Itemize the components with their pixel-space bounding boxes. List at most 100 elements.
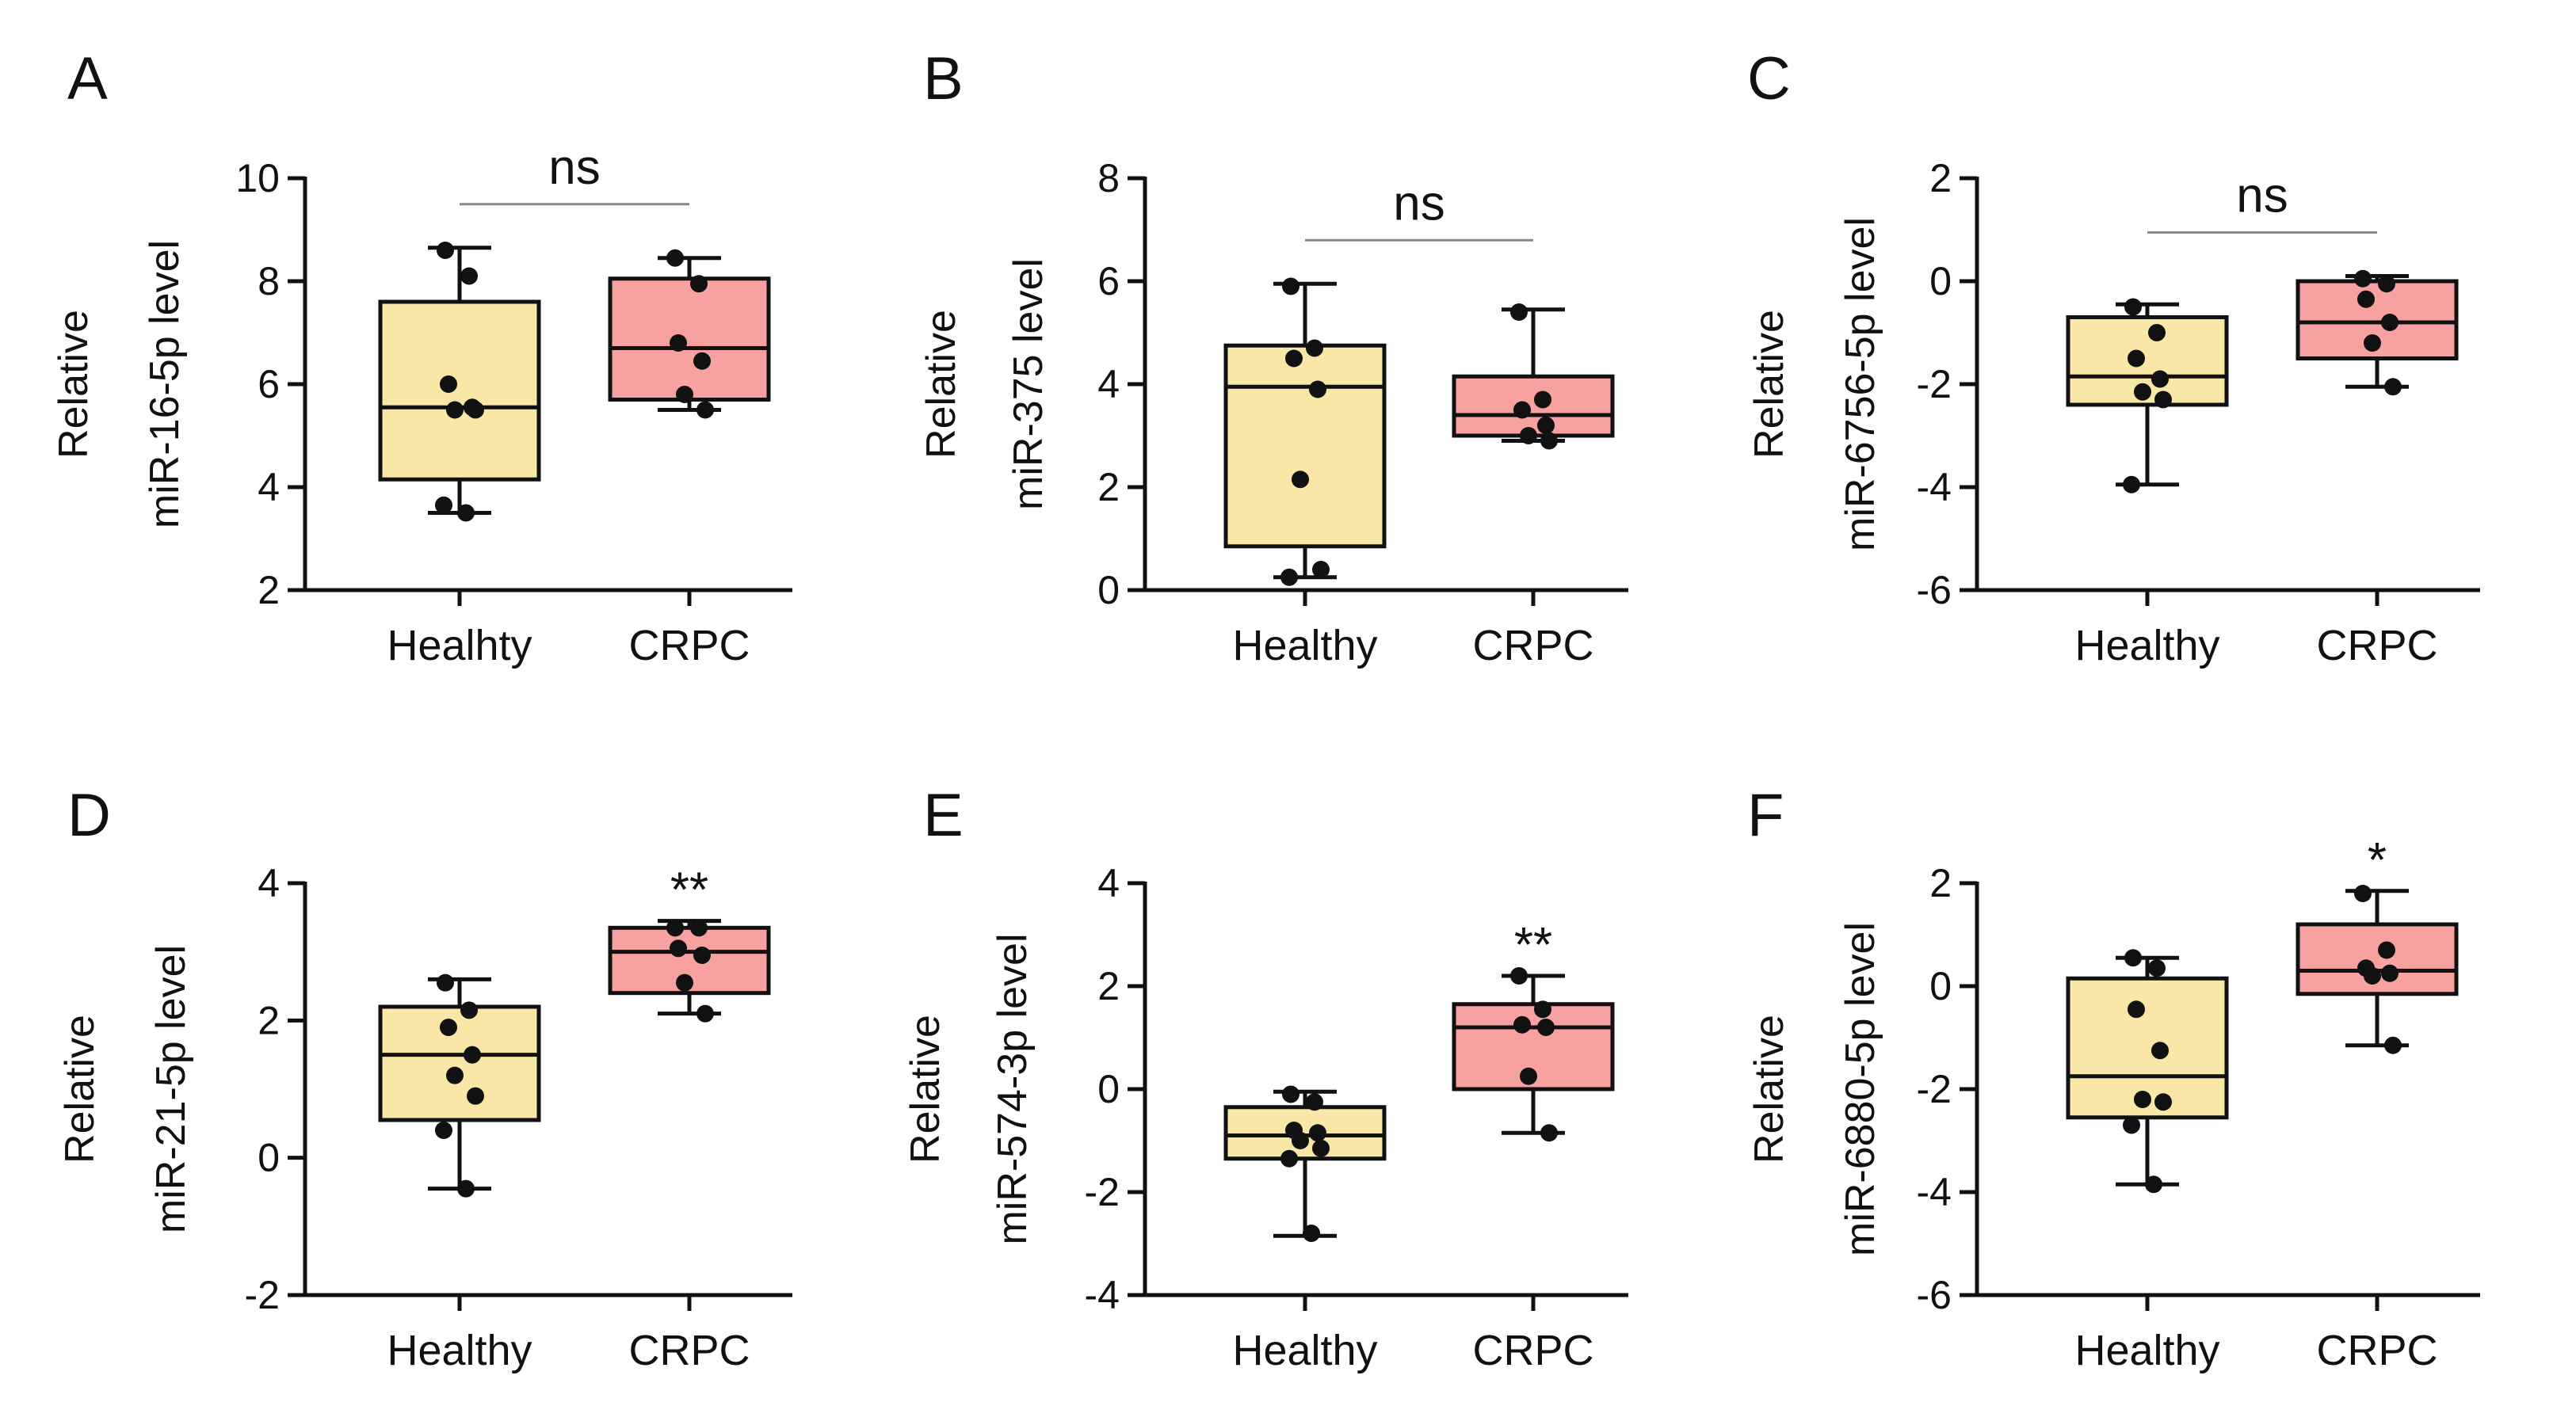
box-healthy [1223, 1085, 1387, 1242]
box-iqr [1452, 1002, 1615, 1092]
x-tick-label: CRPC [1472, 1327, 1593, 1374]
data-point [1520, 1067, 1537, 1085]
y-tick-label: 4 [258, 465, 280, 509]
y-axis-label: Relative [918, 310, 964, 459]
data-point [1306, 339, 1323, 357]
y-tick-label: -6 [1917, 1273, 1952, 1317]
data-point [457, 504, 475, 522]
box-iqr [1223, 343, 1387, 549]
x-tick-label: Healthy [387, 1327, 532, 1374]
data-point [435, 496, 452, 514]
x-tick-label: Healhty [387, 622, 532, 669]
panel-letter: B [923, 45, 964, 112]
data-point [1292, 471, 1309, 489]
y-axis-label: miR-375 level [1006, 258, 1051, 510]
y-axis-label: miR-16-5p level [142, 240, 188, 528]
data-point [2134, 383, 2151, 401]
data-point [696, 401, 714, 419]
data-point [467, 401, 484, 419]
y-tick-label: 0 [1097, 568, 1120, 612]
data-point [696, 1004, 714, 1023]
y-tick-label: -2 [245, 1273, 280, 1317]
data-point [1292, 1132, 1309, 1149]
data-point [1513, 1015, 1531, 1034]
box-iqr [378, 299, 541, 482]
data-point [2154, 391, 2172, 409]
y-axis-label: Relative [1746, 1015, 1792, 1164]
box-iqr [608, 276, 771, 402]
panel-letter: D [67, 782, 111, 849]
data-point [2123, 1116, 2140, 1134]
data-point [435, 1122, 452, 1139]
y-tick-label: 2 [1929, 861, 1952, 905]
data-point [2148, 959, 2166, 977]
data-point [1309, 1124, 1326, 1142]
data-point [670, 939, 687, 958]
data-point [1280, 568, 1298, 586]
data-point [2151, 370, 2169, 388]
data-point [1309, 380, 1326, 398]
significance-label: ** [670, 863, 708, 918]
data-point [437, 973, 454, 992]
y-tick-label: 4 [1097, 861, 1120, 905]
data-point [1282, 277, 1299, 295]
data-point [446, 401, 464, 419]
data-point [440, 1019, 457, 1036]
box-healthy [378, 242, 541, 522]
x-tick-label: Healthy [2074, 622, 2219, 669]
data-point [1280, 1149, 1298, 1168]
data-point [467, 1087, 484, 1105]
box-crpc [2296, 885, 2459, 1054]
y-tick-label: -2 [1917, 362, 1952, 406]
data-point [2354, 269, 2372, 288]
y-axis-label: miR-21-5p level [148, 945, 194, 1233]
data-point [2384, 1036, 2402, 1054]
box-iqr [1452, 374, 1615, 438]
x-tick-label: Healthy [1232, 1327, 1377, 1374]
data-point [2364, 967, 2381, 985]
data-point [676, 386, 693, 403]
data-point [693, 352, 711, 370]
y-axis-label: Relative [51, 310, 97, 459]
data-point [670, 334, 687, 352]
y-tick-label: 0 [258, 1136, 280, 1180]
y-tick-label: 2 [258, 998, 280, 1042]
x-tick-label: CRPC [628, 1327, 750, 1374]
data-point [2124, 298, 2142, 316]
y-tick-label: 2 [1097, 964, 1120, 1008]
data-point [457, 1179, 475, 1198]
data-point [2151, 1042, 2169, 1060]
data-point [2384, 378, 2402, 396]
y-tick-label: 2 [1097, 465, 1120, 509]
x-tick-label: CRPC [1472, 622, 1593, 669]
panel-letter: E [923, 782, 964, 849]
y-axis-label: Relative [1746, 310, 1792, 459]
box-healthy [2066, 949, 2229, 1194]
data-point [446, 1066, 464, 1084]
y-axis-label: miR-6880-5p level [1838, 922, 1883, 1256]
y-tick-label: 8 [1097, 156, 1120, 200]
y-tick-label: -2 [1917, 1067, 1952, 1111]
data-point [2354, 885, 2372, 902]
data-point [460, 1001, 478, 1019]
y-axis-label: miR-574-3p level [990, 933, 1036, 1244]
data-point [2381, 314, 2399, 331]
box-iqr [2296, 922, 2459, 996]
data-point [464, 1046, 481, 1064]
data-point [440, 375, 457, 393]
panel-letter: A [67, 45, 108, 112]
box-healthy [1223, 277, 1387, 586]
x-tick-label: CRPC [2316, 1327, 2437, 1374]
y-tick-label: 8 [258, 259, 280, 303]
data-point [460, 267, 478, 285]
data-point [1513, 401, 1531, 419]
data-point [2381, 964, 2399, 982]
data-point [1510, 967, 1528, 985]
box-iqr [1223, 1105, 1387, 1161]
box-healthy [2066, 298, 2229, 493]
data-point [2123, 475, 2140, 493]
data-point [693, 947, 711, 964]
y-tick-label: -4 [1917, 465, 1952, 509]
y-tick-label: 2 [1929, 156, 1952, 200]
